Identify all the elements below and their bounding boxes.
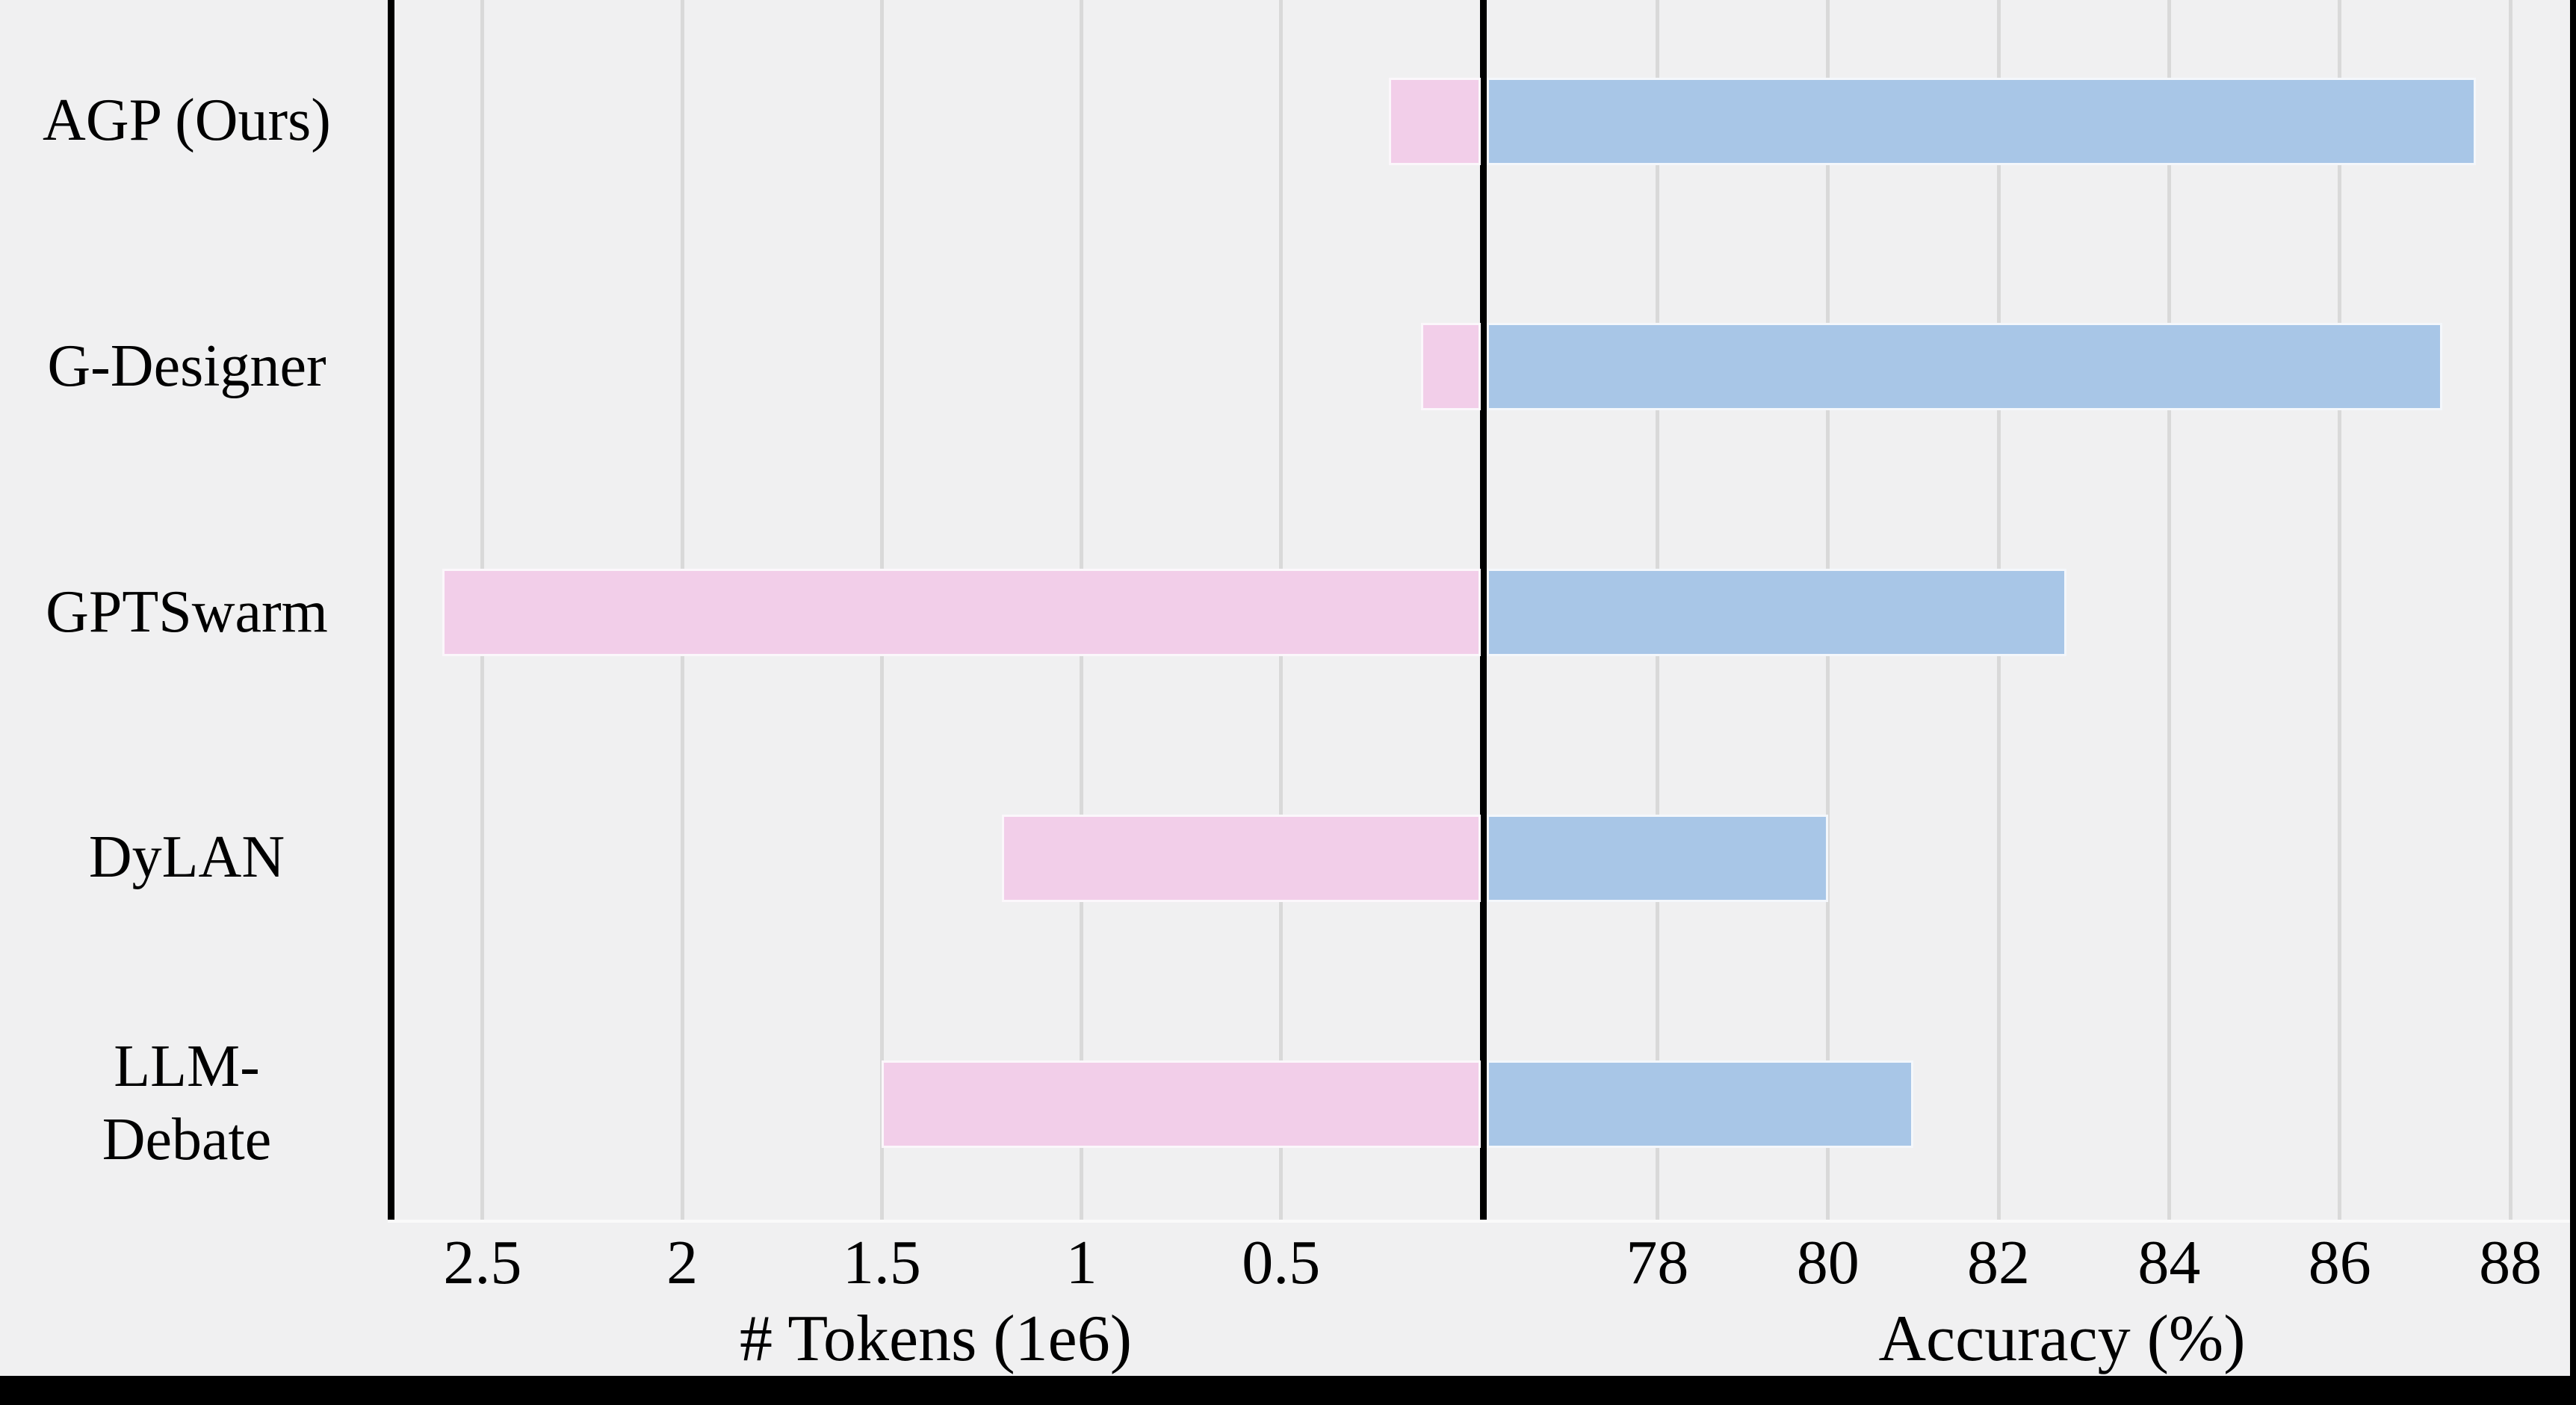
row-label: LLM- Debate <box>102 1034 272 1173</box>
accuracy-tick-label: 78 <box>1626 1228 1689 1297</box>
accuracy-bar <box>1487 1060 1913 1148</box>
accuracy-tick-label: 84 <box>2137 1228 2201 1297</box>
accuracy-tick-label: 86 <box>2308 1228 2371 1297</box>
x-axis-label-tokens: # Tokens (1e6) <box>740 1303 1132 1375</box>
accuracy-bar <box>1487 77 2477 165</box>
tokens-tick-label: 2 <box>666 1228 699 1297</box>
bottom-frame-border <box>0 1376 2576 1405</box>
tokens-tick-label: 1.5 <box>842 1228 921 1297</box>
tokens-tick-label: 0.5 <box>1242 1228 1321 1297</box>
accuracy-bar <box>1487 569 2067 656</box>
center-divider-line <box>1480 0 1487 1223</box>
accuracy-gridline <box>2508 0 2512 1220</box>
row-label: AGP (Ours) <box>43 87 331 154</box>
token-bar <box>1001 814 1481 902</box>
token-bar <box>1420 323 1481 411</box>
left-axis-spine <box>388 0 394 1223</box>
accuracy-tick-label: 88 <box>2479 1228 2542 1297</box>
accuracy-gridline <box>2167 0 2171 1220</box>
axes-bottom-edge <box>388 1220 2570 1223</box>
accuracy-tick-label: 82 <box>1967 1228 2031 1297</box>
token-bar <box>1389 77 1481 165</box>
row-label: GPTSwarm <box>46 578 328 645</box>
accuracy-bar <box>1487 814 1828 902</box>
accuracy-gridline <box>2338 0 2342 1220</box>
token-bar <box>442 569 1481 656</box>
row-label: DyLAN <box>88 824 285 891</box>
tokens-tick-label: 2.5 <box>443 1228 522 1297</box>
right-frame-border <box>2570 0 2576 1376</box>
token-bar <box>882 1060 1481 1148</box>
tokens-tick-label: 1 <box>1065 1228 1097 1297</box>
row-label: G-Designer <box>47 333 326 399</box>
x-axis-label-accuracy: Accuracy (%) <box>1878 1303 2246 1375</box>
accuracy-tick-label: 80 <box>1796 1228 1860 1297</box>
accuracy-bar <box>1487 323 2442 411</box>
